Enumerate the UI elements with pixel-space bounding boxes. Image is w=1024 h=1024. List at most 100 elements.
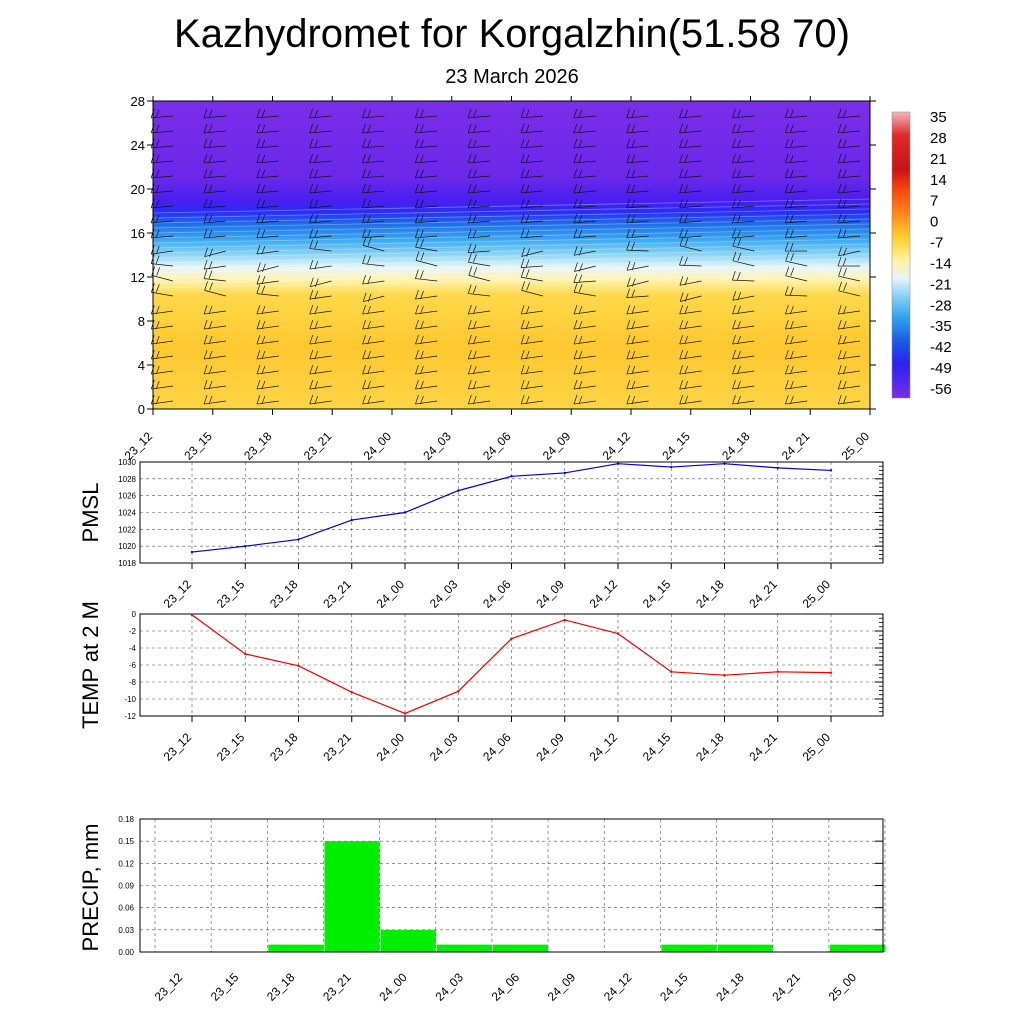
wind-barb — [203, 394, 226, 405]
wind-barb — [837, 168, 861, 179]
wind-barb — [309, 319, 332, 330]
wind-barb — [785, 266, 808, 282]
wind-barb — [256, 183, 279, 194]
wind-barb — [731, 271, 755, 282]
wind-barb — [784, 123, 808, 134]
wind-barb — [574, 262, 596, 272]
wind-barb — [309, 334, 332, 345]
wind-barb — [626, 123, 649, 134]
temp-point — [723, 674, 726, 677]
pmsl-ylabel: PMSL — [78, 483, 103, 543]
pmsl-point — [563, 471, 566, 475]
wind-barb — [573, 198, 596, 209]
x-tick-label: 23_21 — [320, 730, 354, 764]
wind-barb — [732, 379, 755, 390]
wind-barb — [679, 108, 702, 119]
wind-barb — [414, 168, 438, 179]
temp-point — [403, 712, 407, 715]
wind-barb — [467, 394, 491, 405]
x-tick-label: 24_15 — [659, 429, 693, 463]
x-tick-label: 24_03 — [427, 730, 461, 764]
wind-barb — [573, 153, 596, 164]
colorbar-label: 21 — [930, 151, 947, 168]
wind-barb — [467, 304, 491, 315]
wind-barb — [309, 364, 332, 375]
x-tick-label: 23_12 — [161, 577, 195, 611]
wind-barb — [467, 213, 491, 224]
wind-barb — [415, 289, 438, 300]
x-tick-label: 23_15 — [208, 970, 242, 1004]
x-tick-label: 24_00 — [374, 730, 408, 764]
wind-barb — [467, 284, 491, 297]
colorbar-label: 14 — [930, 172, 947, 189]
wind-barb — [520, 334, 543, 345]
wind-barb — [520, 228, 543, 239]
wind-barb — [414, 138, 438, 149]
wind-barb — [362, 213, 385, 224]
wind-barb — [837, 319, 861, 330]
wind-barb — [573, 379, 596, 390]
wind-barb — [837, 349, 861, 360]
y-tick-label: -8 — [129, 678, 137, 687]
wind-barb — [679, 276, 702, 286]
x-tick-label: 24_03 — [432, 970, 466, 1004]
wind-barb — [732, 364, 755, 375]
precip-bar — [661, 944, 717, 952]
y-tick-label: -2 — [129, 627, 137, 636]
x-tick-label: 24_00 — [361, 429, 395, 463]
wind-barb — [838, 246, 861, 257]
wind-barb — [679, 123, 702, 134]
wind-barb — [520, 213, 543, 224]
wind-barb — [203, 319, 226, 330]
wind-barb — [732, 319, 755, 330]
x-tick-label: 23_21 — [320, 970, 354, 1004]
precip-bar — [829, 944, 885, 952]
wind-barb — [626, 319, 649, 330]
wind-barb — [573, 334, 596, 345]
wind-barb — [679, 213, 702, 224]
wind-barb — [520, 153, 543, 164]
wind-barb — [203, 108, 226, 119]
wind-barb — [838, 267, 861, 282]
wind-barb — [679, 138, 702, 149]
wind-barb — [732, 304, 755, 315]
wind-barb — [415, 269, 438, 282]
wind-barb — [415, 349, 438, 360]
wind-barb — [573, 213, 596, 224]
wind-barb — [837, 108, 861, 119]
wind-barb — [257, 262, 279, 273]
wind-barb — [256, 334, 279, 345]
wind-barb — [256, 138, 279, 149]
colorbar-label: -35 — [930, 318, 952, 335]
temp-ylabel: TEMP at 2 M — [78, 601, 103, 729]
wind-barb — [837, 379, 861, 390]
wind-barb — [520, 349, 543, 360]
wind-barb — [679, 256, 702, 267]
wind-barb — [203, 349, 226, 360]
wind-barb — [785, 319, 808, 330]
wind-barb — [362, 304, 385, 315]
wind-barb — [309, 183, 332, 194]
wind-barb — [203, 183, 226, 194]
wind-barb — [309, 153, 332, 164]
pmsl-point — [350, 518, 353, 522]
colorbar-label: -14 — [930, 255, 952, 272]
wind-barb — [203, 168, 226, 179]
wind-barb — [362, 319, 385, 330]
wind-barb — [256, 349, 279, 360]
colorbar-label: 35 — [930, 109, 947, 126]
wind-barb — [309, 198, 332, 209]
x-tick-label: 24_06 — [480, 429, 514, 463]
x-tick-label: 24_18 — [713, 970, 747, 1004]
pmsl-frame — [139, 461, 884, 564]
wind-barb — [837, 334, 861, 345]
precip-bar — [380, 929, 436, 952]
temp-point — [457, 690, 460, 693]
wind-barb — [837, 138, 861, 149]
wind-barb — [732, 138, 755, 149]
wind-barb — [256, 284, 279, 297]
wind-barb — [626, 198, 649, 209]
temp-point — [670, 670, 673, 673]
colorbar-label: -49 — [930, 360, 952, 377]
y-tick-label: -10 — [124, 695, 136, 704]
